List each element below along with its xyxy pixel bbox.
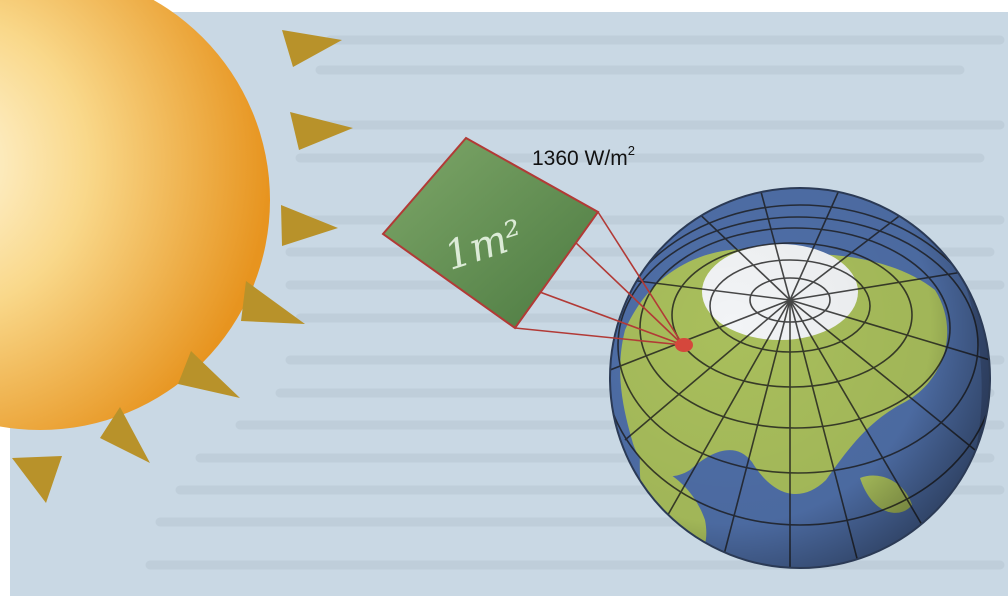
earth-globe bbox=[609, 187, 991, 569]
sun-ray bbox=[12, 456, 62, 503]
solar-flux-label: 1360 W/m2 bbox=[532, 144, 635, 170]
sun-ray bbox=[178, 351, 240, 398]
sun-ray bbox=[282, 30, 342, 67]
flux-value: 1360 W/m bbox=[532, 147, 628, 170]
sun bbox=[0, 0, 270, 430]
sun-ray bbox=[281, 205, 338, 246]
flux-unit-exponent: 2 bbox=[627, 143, 635, 158]
target-spot bbox=[675, 338, 693, 352]
sun-ray bbox=[100, 407, 150, 463]
area-panel: 1m² bbox=[381, 136, 600, 330]
sun-rays bbox=[12, 30, 353, 503]
sun-ray bbox=[290, 112, 353, 150]
sun-ray bbox=[241, 281, 305, 324]
